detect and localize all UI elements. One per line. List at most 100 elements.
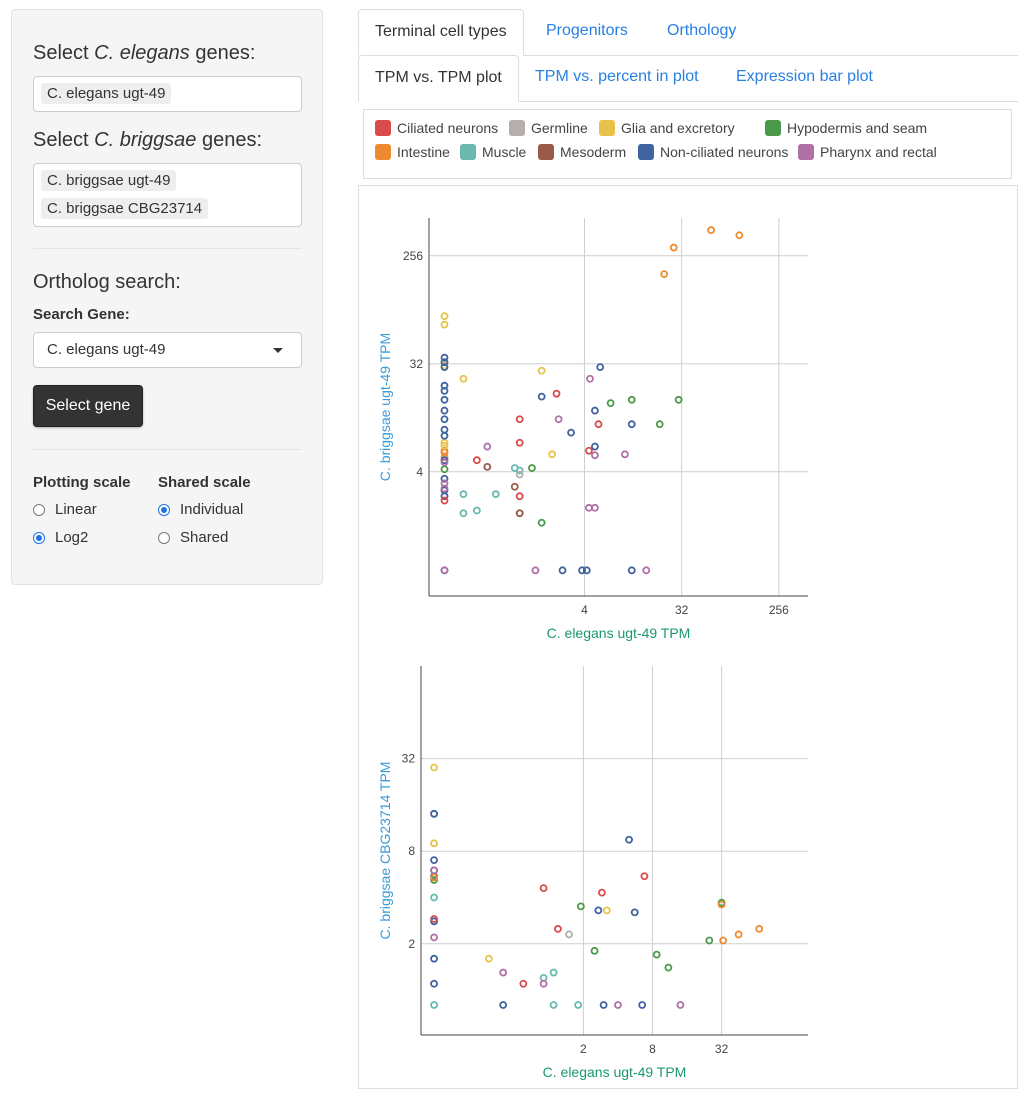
legend-item[interactable]: Mesoderm [538, 144, 626, 160]
data-point[interactable] [430, 856, 438, 865]
data-point[interactable] [499, 1001, 508, 1009]
data-point[interactable] [499, 968, 508, 977]
data-point[interactable] [440, 458, 449, 467]
data-point[interactable] [554, 415, 563, 424]
select-gene-button[interactable]: Select gene [33, 385, 143, 427]
data-point[interactable] [591, 451, 599, 460]
legend-item[interactable]: Glia and excretory [599, 120, 735, 136]
data-point[interactable] [515, 470, 524, 479]
data-point[interactable] [537, 518, 546, 527]
data-point[interactable] [707, 226, 715, 234]
data-point[interactable] [430, 893, 438, 902]
data-point[interactable] [430, 954, 438, 963]
data-point[interactable] [430, 1001, 438, 1009]
data-point[interactable] [515, 509, 524, 518]
legend-item[interactable]: Non-ciliated neurons [638, 144, 788, 160]
data-point[interactable] [515, 466, 524, 475]
data-point[interactable] [472, 506, 481, 515]
data-point[interactable] [515, 438, 524, 447]
data-point[interactable] [440, 312, 449, 321]
data-point[interactable] [459, 490, 468, 499]
data-point[interactable] [585, 446, 593, 455]
tab-terminal-cell-types[interactable]: Terminal cell types [358, 9, 524, 56]
data-point[interactable] [574, 1001, 583, 1009]
data-point[interactable] [627, 420, 636, 429]
data-point[interactable] [483, 462, 492, 471]
data-point[interactable] [531, 566, 540, 575]
data-point[interactable] [430, 915, 438, 923]
data-point[interactable] [676, 1001, 685, 1009]
data-point[interactable] [440, 441, 449, 450]
data-point[interactable] [537, 366, 546, 375]
data-point[interactable] [621, 450, 629, 459]
data-point[interactable] [430, 839, 438, 848]
data-point[interactable] [596, 363, 605, 372]
data-point[interactable] [510, 482, 519, 491]
data-point[interactable] [630, 908, 639, 917]
data-point[interactable] [717, 900, 726, 909]
legend-item[interactable]: Hypodermis and seam [765, 120, 927, 136]
data-point[interactable] [558, 566, 567, 575]
data-point[interactable] [440, 492, 449, 501]
data-point[interactable] [440, 363, 449, 372]
radio-checked-icon[interactable] [158, 504, 170, 516]
data-point[interactable] [440, 425, 449, 434]
data-point[interactable] [519, 979, 528, 988]
briggsae-genes-select[interactable]: C. briggsae ugt-49 C. briggsae CBG23714 [33, 163, 302, 227]
data-point[interactable] [591, 406, 599, 415]
data-point[interactable] [440, 474, 449, 483]
data-point[interactable] [582, 566, 591, 575]
data-point[interactable] [440, 465, 449, 474]
data-point[interactable] [430, 809, 438, 818]
data-point[interactable] [440, 479, 449, 488]
data-point[interactable] [440, 320, 449, 329]
data-point[interactable] [578, 566, 586, 575]
data-point[interactable] [440, 395, 449, 404]
data-point[interactable] [430, 979, 438, 988]
data-point[interactable] [537, 392, 546, 401]
data-point[interactable] [554, 924, 562, 933]
data-point[interactable] [549, 968, 558, 977]
data-point[interactable] [430, 876, 438, 884]
legend-item[interactable]: Ciliated neurons [375, 120, 498, 136]
data-point[interactable] [627, 395, 636, 404]
data-point[interactable] [459, 374, 468, 383]
data-point[interactable] [440, 431, 449, 440]
data-point[interactable] [755, 924, 764, 933]
data-point[interactable] [602, 906, 611, 915]
data-point[interactable] [590, 946, 599, 955]
data-point[interactable] [591, 442, 599, 451]
data-point[interactable] [440, 406, 449, 415]
radio-icon[interactable] [33, 504, 45, 516]
data-point[interactable] [483, 442, 492, 451]
data-point[interactable] [734, 930, 743, 939]
data-point[interactable] [599, 1001, 608, 1009]
tab-expression-bar[interactable]: Expression bar plot [736, 68, 873, 85]
data-point[interactable] [594, 906, 603, 915]
legend-item[interactable]: Pharynx and rectal [798, 144, 937, 160]
tab-tpm-vs-tpm[interactable]: TPM vs. TPM plot [358, 55, 519, 102]
data-point[interactable] [638, 1001, 647, 1009]
data-point[interactable] [567, 428, 575, 437]
data-point[interactable] [440, 386, 449, 395]
data-point[interactable] [440, 358, 449, 367]
gene-chip[interactable]: C. briggsae ugt-49 [41, 170, 177, 191]
data-point[interactable] [515, 492, 524, 501]
data-point[interactable] [586, 374, 594, 383]
data-point[interactable] [491, 490, 500, 499]
data-point[interactable] [576, 902, 585, 911]
elegans-genes-select[interactable]: C. elegans ugt-49 [33, 76, 302, 112]
data-point[interactable] [655, 420, 664, 429]
data-point[interactable] [669, 243, 678, 252]
data-point[interactable] [705, 936, 714, 945]
data-point[interactable] [440, 353, 449, 362]
data-point[interactable] [440, 415, 449, 424]
data-point[interactable] [430, 873, 438, 882]
data-point[interactable] [640, 872, 649, 881]
data-point[interactable] [606, 399, 615, 408]
data-point[interactable] [459, 509, 468, 518]
data-point[interactable] [552, 389, 561, 398]
data-point[interactable] [594, 420, 603, 429]
data-point[interactable] [614, 1001, 622, 1009]
data-point[interactable] [440, 496, 449, 505]
